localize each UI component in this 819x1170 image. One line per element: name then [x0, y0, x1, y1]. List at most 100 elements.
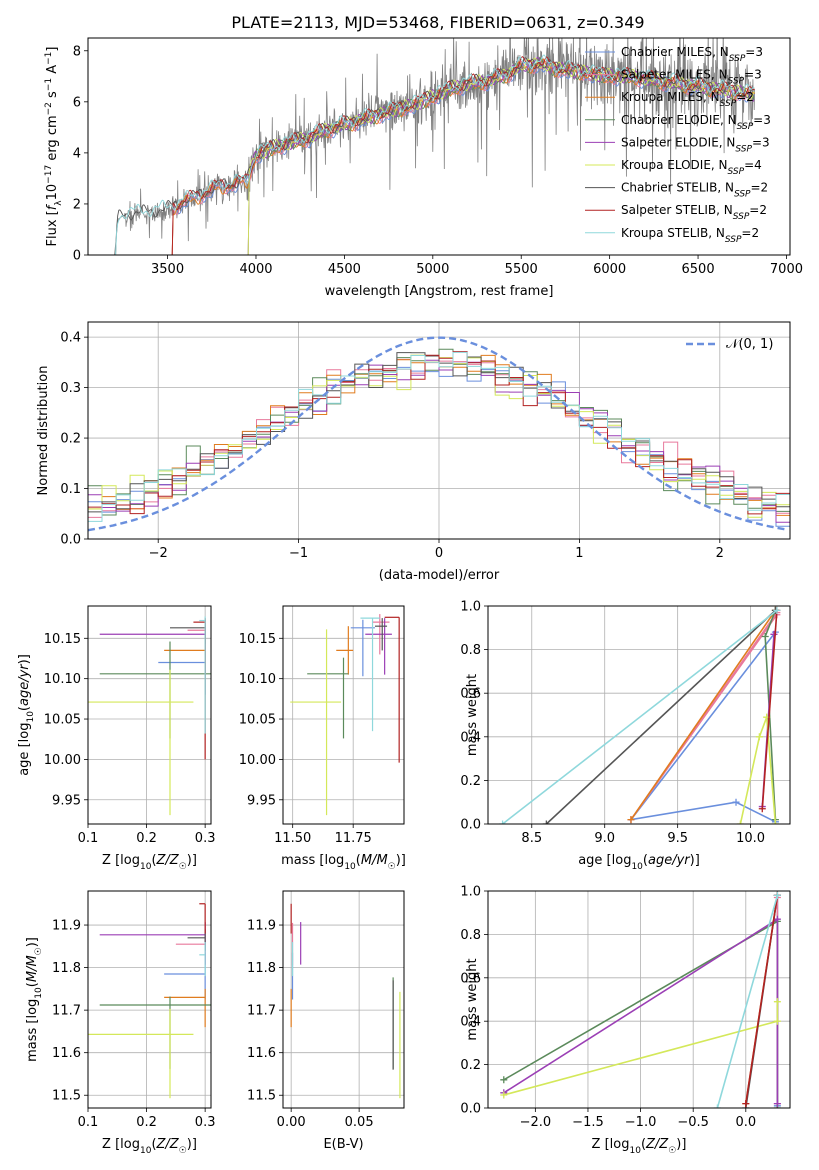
y-tick-label: 10.00 [44, 753, 81, 768]
plot-area [488, 891, 790, 1108]
y-tick-label: 0 [73, 249, 81, 264]
label-fragment: Z [log [102, 1137, 140, 1152]
label-fragment: )] [25, 937, 40, 947]
x-tick-label: 11.75 [335, 831, 372, 846]
label-fragment: age [log [578, 853, 631, 868]
y-tick-label: 6 [73, 95, 81, 110]
y-tick-label: 0.1 [60, 482, 81, 497]
x-tick-label: 10.0 [736, 831, 765, 846]
label-fragment: ( [151, 853, 156, 868]
label-fragment: SSP [733, 212, 750, 222]
model-line-kroupa-stelib [114, 54, 755, 255]
x-axis-label: Z [log10(Z/Z☉)] [102, 1137, 197, 1156]
observed-spectrum-line [114, 38, 755, 255]
y-tick-label: 2 [73, 197, 81, 212]
label-fragment: ( [641, 1137, 646, 1152]
label-fragment: age/yr [17, 663, 32, 706]
panel-mass-vs-ebv: 0.00 0.05 11.5 11.6 11.7 11.8 11.9 E(B-V) [247, 890, 405, 1152]
y-axis-label: age [log10(age/yr)] [17, 654, 36, 776]
x-tick-label: −1.0 [625, 1115, 657, 1130]
plot-area [283, 606, 404, 824]
label-fragment: =2 [741, 226, 759, 240]
label-fragment: Z/Z [156, 853, 180, 868]
panel-age-vs-mass: 11.50 11.75 9.95 10.00 10.05 10.10 10.15 mass [… [239, 605, 406, 872]
series-line-chabrier-stelib [545, 609, 776, 824]
axes-frame [87, 605, 212, 825]
x-tick-label: 11.50 [274, 831, 311, 846]
x-tick-label: 7000 [770, 262, 803, 277]
x-tick-label: 9.5 [667, 831, 688, 846]
plot-area [283, 891, 404, 1108]
panel-mass-vs-Z: 0.1 0.2 0.311.511.611.711.811.9Z [log10(Z/… [25, 890, 216, 1156]
x-tick-label: 6500 [682, 262, 715, 277]
y-tick-label: 0.2 [460, 774, 481, 789]
y-tick-label: 10.15 [239, 632, 276, 647]
legend-label-salpeter-miles: Salpeter MILES, NSSP=3 [621, 68, 762, 87]
y-tick-label: 11.7 [247, 1004, 276, 1019]
y-tick-label: 1.0 [460, 600, 481, 615]
y-tick-label: 0.0 [460, 818, 481, 833]
label-fragment: ☉ [179, 862, 187, 872]
x-tick-label: −1 [289, 546, 308, 561]
axes-frame [282, 605, 405, 825]
label-fragment: age [log [17, 723, 32, 776]
label-fragment: Z [log [592, 1137, 630, 1152]
point-marker-chabrier-miles [732, 798, 740, 806]
x-tick-label: −2.0 [520, 1115, 552, 1130]
y-tick-label: 9.95 [52, 793, 81, 808]
x-axis-label: (data-model)/error [379, 568, 500, 583]
y-tick-label: 11.7 [52, 1004, 81, 1019]
plot-area [488, 606, 790, 824]
label-fragment: A [45, 65, 60, 78]
label-fragment: Chabrier ELODIE, N [621, 113, 737, 127]
label-fragment: Kroupa STELIB, N [621, 226, 725, 240]
series-line-salpeter-stelib [761, 610, 778, 809]
x-tick-label: 0.1 [78, 1115, 99, 1130]
x-tick-label: −1.5 [572, 1115, 604, 1130]
legend-label-salpeter-stelib: Salpeter STELIB, NSSP=2 [621, 203, 767, 222]
legend-label-kroupa-miles: Kroupa MILES, NSSP=2 [621, 90, 754, 109]
label-fragment: age/yr [648, 853, 691, 868]
point-marker-chabrier-elodie [500, 1076, 508, 1084]
model-line-chabrier-stelib [114, 57, 755, 255]
y-tick-label: 0.8 [460, 643, 481, 658]
y-axis-label: Normed distribution [36, 366, 51, 496]
point-marker-kroupa-miles [627, 816, 635, 824]
x-tick-label: −0.5 [677, 1115, 709, 1130]
y-tick-label: 0.3 [60, 381, 81, 396]
label-fragment: SSP [725, 235, 742, 245]
label-fragment: Z/Z [645, 1137, 669, 1152]
point-marker-kroupa-stelib [713, 1104, 721, 1108]
label-fragment: 10 [45, 184, 60, 201]
x-tick-label: −2 [149, 546, 168, 561]
label-fragment: ( [356, 853, 361, 868]
series-line-chabrier-miles [629, 631, 777, 823]
label-fragment: =3 [752, 135, 770, 149]
label-fragment: =2 [749, 203, 767, 217]
series-line-kroupa-stelib [502, 609, 778, 824]
x-tick-label: 6000 [593, 262, 626, 277]
x-tick-label: 0.3 [195, 1115, 216, 1130]
x-tick-label: 3500 [151, 262, 184, 277]
point-marker-kroupa-elodie [500, 1091, 508, 1099]
label-fragment: =4 [744, 158, 762, 172]
legend-label-chabrier-stelib: Chabrier STELIB, NSSP=2 [621, 181, 768, 200]
axes-frame [87, 37, 791, 256]
label-fragment: 10 [26, 711, 36, 723]
point-marker-salpeter-elodie [773, 915, 781, 923]
label-fragment: Z/Z [156, 1137, 180, 1152]
label-fragment: )] [396, 853, 406, 868]
label-fragment: ☉ [668, 1146, 676, 1156]
label-fragment: Z [log [102, 853, 140, 868]
panel-massweight-vs-Z: −2.0 −1.5 −1.0 −0.5 0.0 0.0 0.2 0.4 0.6 0.8 1.0 Z [… [460, 885, 791, 1156]
x-tick-label: 9.0 [594, 831, 615, 846]
point-marker-salpeter-elodie [770, 630, 778, 638]
label-fragment: ☉ [34, 947, 44, 955]
y-tick-label: 0.0 [60, 533, 81, 548]
label-fragment: 10 [140, 862, 152, 872]
point-marker-kroupa-elodie [755, 733, 763, 741]
series-line-kroupa-elodie [739, 716, 777, 824]
y-tick-label: 0.6 [460, 971, 481, 986]
point-marker-chabrier-elodie [761, 633, 769, 641]
label-fragment: ( [17, 706, 32, 711]
